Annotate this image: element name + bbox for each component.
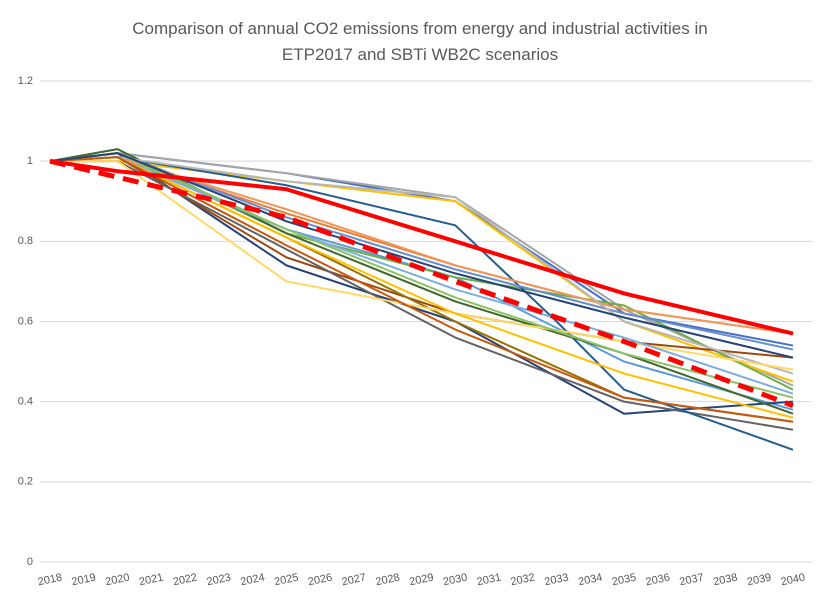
x-tick-label: 2039	[746, 571, 772, 588]
x-tick-label: 2033	[543, 571, 569, 588]
x-tick-label: 2036	[645, 571, 671, 588]
y-tick-label: 0.6	[18, 315, 33, 327]
x-tick-label: 2020	[104, 571, 130, 588]
y-tick-label: 0	[27, 556, 33, 568]
x-tick-label: 2037	[678, 571, 704, 588]
x-tick-label: 2019	[71, 571, 97, 588]
data-line	[49, 159, 794, 336]
x-tick-label: 2031	[476, 571, 502, 588]
x-tick-label: 2027	[341, 571, 367, 588]
chart-title: Comparison of annual CO2 emissions from …	[132, 19, 708, 64]
y-tick-label: 1.2	[18, 75, 33, 87]
x-tick-label: 2022	[172, 571, 198, 588]
x-tick-label: 2024	[239, 571, 265, 588]
x-tick-label: 2029	[408, 571, 434, 588]
y-tick-label: 0.4	[18, 396, 33, 408]
y-tick-label: 1	[27, 155, 33, 167]
x-tick-label: 2018	[37, 571, 63, 588]
data-line	[49, 158, 794, 409]
x-tick-label: 2035	[611, 571, 637, 588]
x-tick-label: 2032	[510, 571, 536, 588]
x-tick-label: 2040	[780, 571, 806, 588]
x-tick-label: 2026	[307, 571, 333, 588]
data-line	[49, 156, 794, 423]
x-tick-label: 2023	[206, 571, 232, 588]
x-tick-label: 2028	[374, 571, 400, 588]
y-tick-label: 0.2	[18, 476, 33, 488]
x-tick-label: 2038	[712, 571, 738, 588]
data-line	[49, 148, 794, 415]
x-tick-label: 2025	[273, 571, 299, 588]
x-tick-label: 2030	[442, 571, 468, 588]
x-tick-label: 2021	[138, 571, 164, 588]
x-tick-label: 2034	[577, 571, 603, 588]
y-tick-label: 0.8	[18, 235, 33, 247]
